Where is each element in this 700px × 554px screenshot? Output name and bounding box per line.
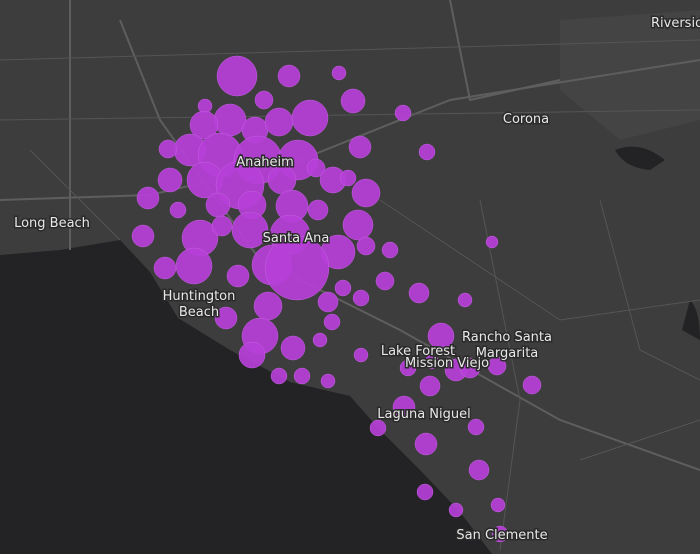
place-label-line: Riverside [651, 16, 700, 31]
place-label: San Clemente [456, 528, 547, 543]
bubble [418, 143, 436, 161]
place-label: Riverside [651, 16, 700, 31]
lake [682, 300, 700, 340]
bubble [419, 375, 441, 397]
bubble [331, 65, 347, 81]
bubble [352, 289, 370, 307]
place-label-line: Rancho Santa [462, 330, 552, 345]
bubble [427, 322, 455, 350]
place-label: Mission Viejo [405, 356, 489, 371]
bubble [408, 282, 430, 304]
bubble [392, 395, 416, 419]
lake [615, 146, 665, 170]
bubble [356, 236, 376, 256]
bubble [157, 167, 183, 193]
bubble [323, 313, 341, 331]
bubble [340, 88, 366, 114]
place-label: Laguna Niguel [377, 407, 470, 422]
place-label-line: Anaheim [236, 155, 294, 170]
bubble [238, 341, 266, 369]
bubble [487, 356, 507, 376]
place-label-line: Beach [179, 305, 219, 320]
bubble [214, 306, 238, 330]
bubble [459, 357, 481, 379]
labels: Riverside Corona Anaheim Long Beach Santa An… [13, 15, 700, 545]
place-label-line: Long Beach [14, 216, 90, 231]
bubble [339, 169, 357, 187]
bubble [136, 186, 160, 210]
bubble [175, 247, 213, 285]
place-label-line: Huntington [163, 289, 236, 304]
bubble [253, 291, 283, 321]
place-label: Corona [503, 112, 549, 127]
bubble [424, 354, 440, 370]
bubble [293, 367, 311, 385]
place-label-line: Corona [503, 112, 549, 127]
bubble [211, 215, 233, 237]
bubble [131, 224, 155, 248]
bubble [334, 279, 352, 297]
bubble [394, 104, 412, 122]
ocean [0, 240, 492, 554]
bubble [369, 419, 387, 437]
bubble [231, 211, 269, 249]
bubble [169, 201, 187, 219]
bubble [158, 139, 178, 159]
bubble [448, 502, 464, 518]
bubble [264, 235, 330, 301]
bubble [277, 64, 301, 88]
place-label-line: Laguna Niguel [377, 407, 470, 422]
bubble [490, 497, 506, 513]
bubble [312, 332, 328, 348]
bubble [226, 264, 250, 288]
bubble [320, 373, 336, 389]
bubble [317, 291, 339, 313]
bubble [205, 192, 231, 218]
bubble [468, 459, 490, 481]
bubble [342, 209, 374, 241]
place-label: Lake Forest [381, 344, 455, 359]
bubble [216, 55, 258, 97]
bubble [291, 99, 329, 137]
bubble [280, 335, 306, 361]
bubble [270, 367, 288, 385]
bubble [491, 525, 509, 543]
bubble [522, 375, 542, 395]
place-label-line: Margarita [476, 346, 539, 361]
place-label: Santa Ana [263, 231, 330, 246]
bubble [381, 241, 399, 259]
place-label-line: Lake Forest [381, 344, 455, 359]
bubble [399, 359, 417, 377]
bubble [254, 90, 274, 110]
bubble [348, 135, 372, 159]
bubbles [131, 55, 542, 543]
bubble [153, 256, 177, 280]
bubble [307, 199, 329, 221]
place-label-line: Santa Ana [263, 231, 330, 246]
place-label: Huntington Beach [163, 289, 236, 320]
bubble [467, 418, 485, 436]
bubble [213, 103, 247, 137]
bubble [457, 292, 473, 308]
bubble [264, 107, 294, 137]
place-label: Long Beach [14, 216, 90, 231]
bubble [306, 158, 326, 178]
place-label: Rancho Santa Margarita [462, 330, 552, 361]
bubble [485, 235, 499, 249]
place-label: Anaheim [236, 155, 294, 170]
bubble [189, 110, 219, 140]
place-label-line: Mission Viejo [405, 356, 489, 371]
bubble [353, 347, 369, 363]
bubble [351, 178, 381, 208]
bubble [414, 432, 438, 456]
place-label-line: San Clemente [456, 528, 547, 543]
bubble [375, 271, 395, 291]
bubble [416, 483, 434, 501]
